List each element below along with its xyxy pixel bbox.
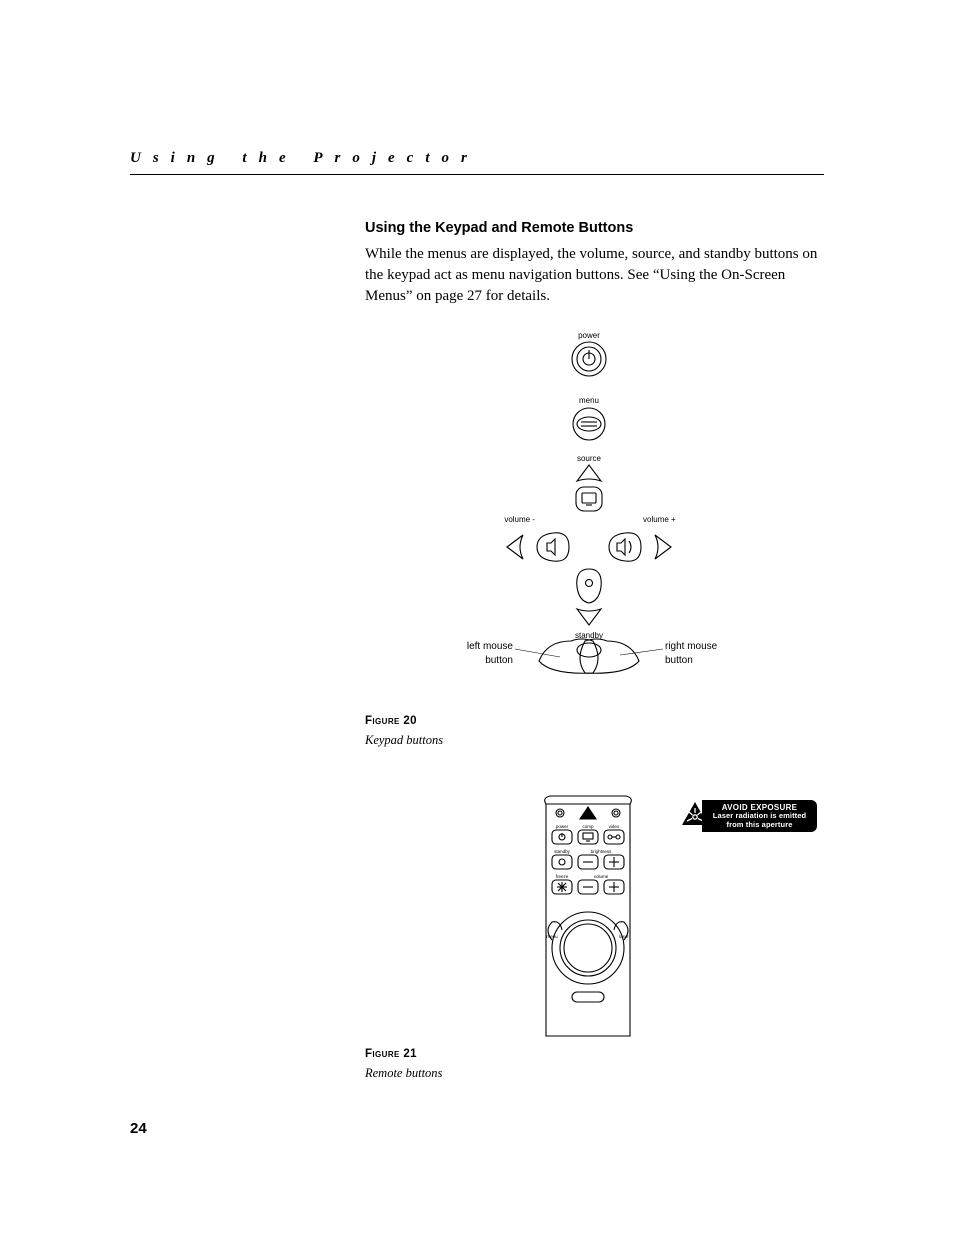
menu-label: menu: [579, 396, 599, 405]
running-head: Using the Projector: [130, 150, 479, 167]
left-mouse-label-1: left mouse: [467, 641, 514, 652]
remote-standby-label: standby: [554, 849, 571, 854]
remote-laser-label: laser: [619, 934, 629, 939]
remote-menu-label: menu: [546, 934, 558, 939]
remote-brightness-label: brightness: [591, 849, 613, 854]
section-heading: Using the Keypad and Remote Buttons: [365, 220, 633, 236]
remote-volume-label: volume: [594, 874, 609, 879]
page-number: 24: [130, 1120, 147, 1137]
remote-video-label: video: [609, 824, 620, 829]
left-mouse-label-2: button: [485, 655, 513, 666]
volume-minus-label: volume -: [504, 515, 535, 524]
right-mouse-label-2: button: [665, 655, 693, 666]
warn-line-3: from this aperture: [708, 821, 811, 830]
page: Using the Projector Using the Keypad and…: [0, 0, 954, 1235]
figure-20: power menu source v: [365, 325, 825, 705]
source-label: source: [577, 454, 602, 463]
right-mouse-label-1: right mouse: [665, 641, 718, 652]
head-rule: [130, 174, 824, 175]
body-paragraph: While the menus are displayed, the volum…: [365, 244, 825, 307]
figure-20-label: Figure 20: [365, 715, 417, 727]
remote-freeze-label: freeze: [556, 874, 569, 879]
power-label: power: [578, 331, 600, 340]
figure-20-caption: Figure 20 Keypad buttons: [365, 715, 443, 748]
remote-comp-label: comp: [582, 824, 594, 829]
figure-21-label: Figure 21: [365, 1048, 417, 1060]
figure-20-title: Keypad buttons: [365, 733, 443, 748]
figure-21-caption: Figure 21 Remote buttons: [365, 1048, 442, 1081]
volume-plus-label: volume +: [643, 515, 676, 524]
laser-warning-text: AVOID EXPOSURE Laser radiation is emitte…: [702, 800, 817, 832]
remote-power-label: power: [556, 824, 569, 829]
figure-21-title: Remote buttons: [365, 1066, 442, 1081]
keypad-diagram: power menu source v: [365, 325, 825, 705]
